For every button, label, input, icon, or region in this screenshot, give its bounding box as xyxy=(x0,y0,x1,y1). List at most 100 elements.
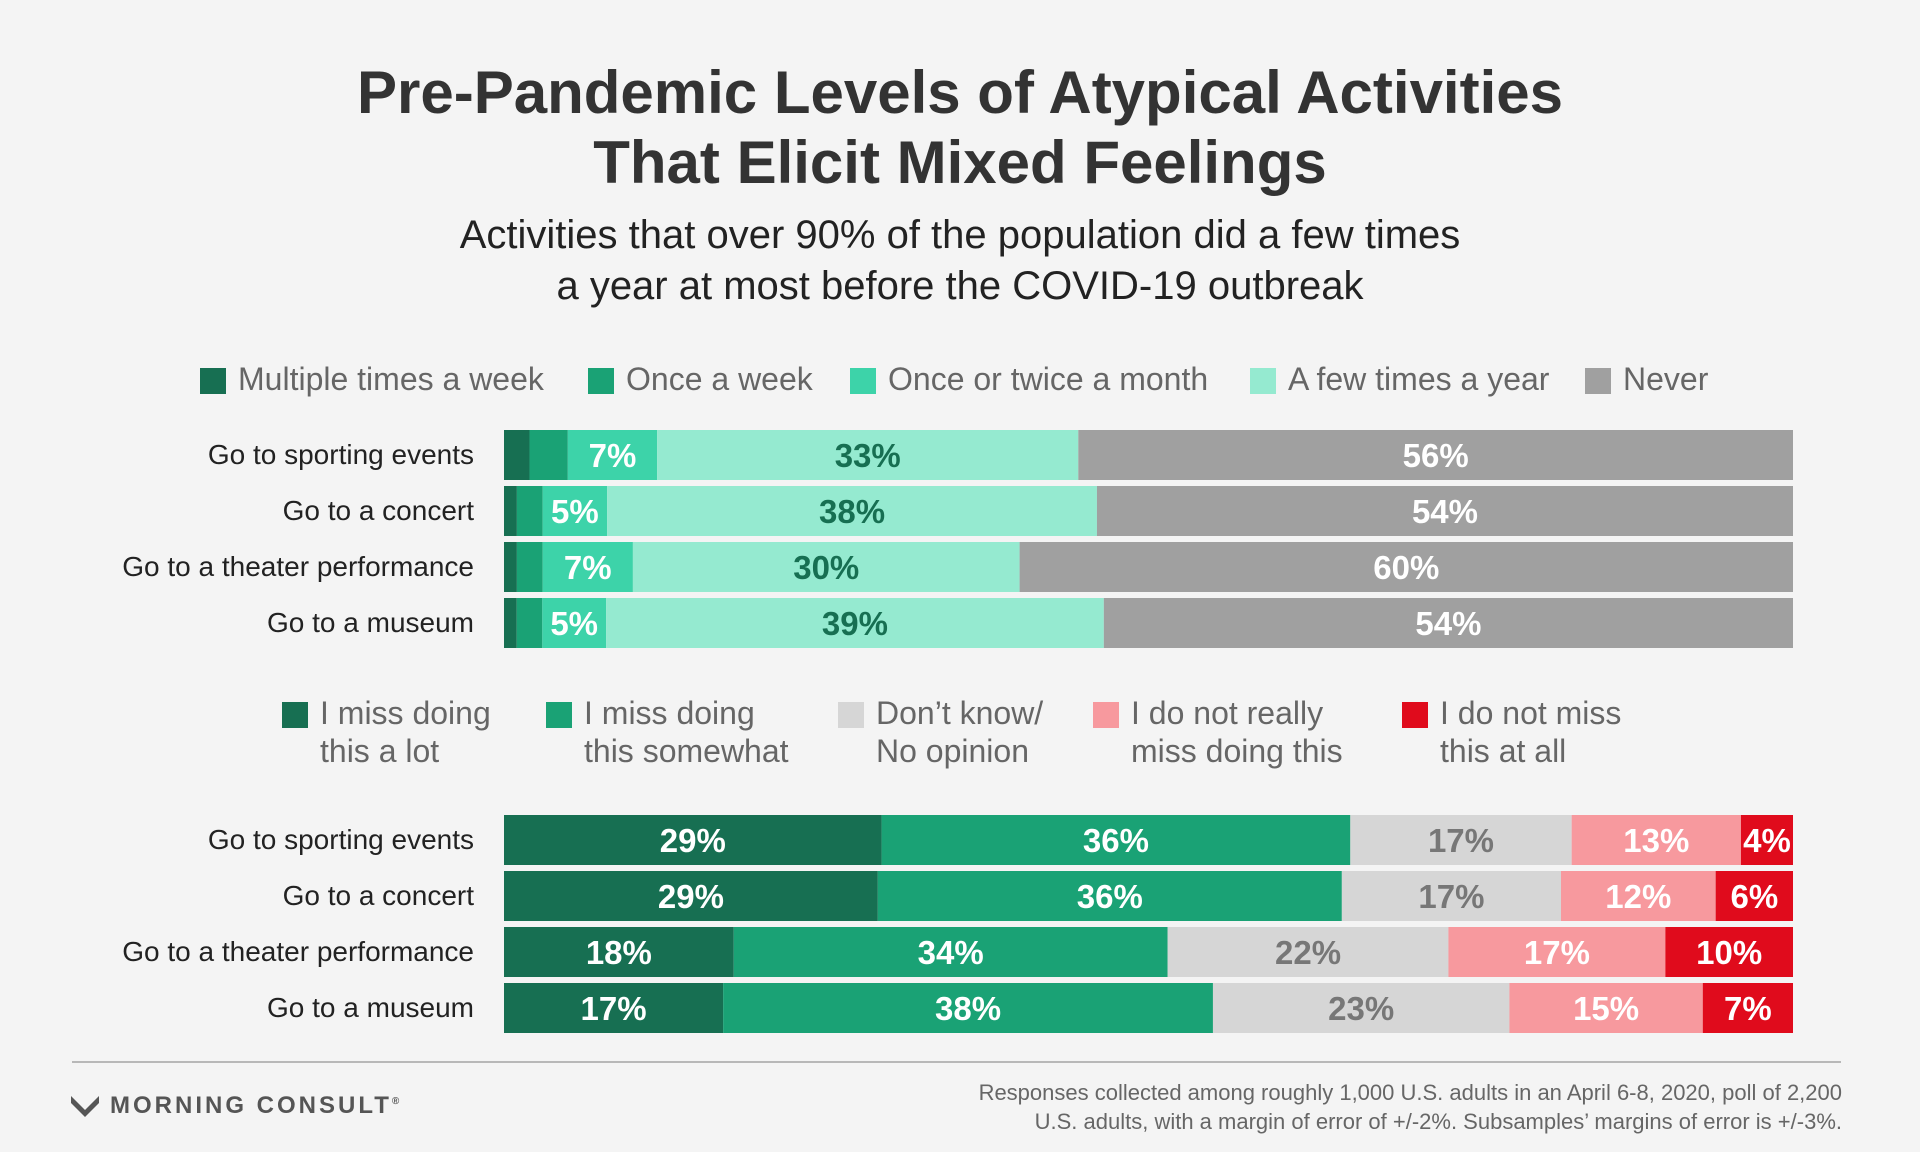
data-label: 18% xyxy=(586,934,652,971)
legend-swatch xyxy=(850,368,876,394)
category-label: Go to sporting events xyxy=(208,439,474,470)
data-label: 23% xyxy=(1328,990,1394,1027)
bar-segment xyxy=(1350,815,1572,865)
bar-segment xyxy=(504,815,882,865)
data-label: 5% xyxy=(550,605,598,642)
bar-segment xyxy=(1078,430,1793,480)
chart-title-line-2: That Elicit Mixed Feelings xyxy=(593,129,1327,196)
bar-segment xyxy=(881,815,1351,865)
chart-subtitle-line-1: Activities that over 90% of the populati… xyxy=(459,213,1461,257)
bar-segment xyxy=(1509,983,1703,1033)
morning-consult-logo-icon xyxy=(71,1096,99,1117)
data-label: 60% xyxy=(1373,549,1439,586)
data-label: 33% xyxy=(835,437,901,474)
data-label: 30% xyxy=(793,549,859,586)
bar-segment xyxy=(1665,927,1793,977)
bar-segment xyxy=(504,983,724,1033)
brand-logo: MORNING CONSULT® xyxy=(70,1092,402,1120)
legend-swatch xyxy=(282,702,308,728)
legend-label: Never xyxy=(1623,361,1709,397)
legend-swatch xyxy=(1093,702,1119,728)
data-label: 17% xyxy=(1524,934,1590,971)
bar-segment xyxy=(504,927,734,977)
data-label: 7% xyxy=(564,549,612,586)
data-label: 7% xyxy=(1724,990,1772,1027)
brand-name: MORNING CONSULT® xyxy=(110,1092,403,1119)
data-label: 39% xyxy=(822,605,888,642)
legend-label: Don’t know/ xyxy=(876,695,1043,731)
legend-item: A few times a year xyxy=(1250,361,1550,397)
bar-segment xyxy=(1341,871,1561,921)
data-label: 36% xyxy=(1077,878,1143,915)
bar-segment xyxy=(1096,486,1793,536)
bar-segment xyxy=(504,871,878,921)
bar-segment xyxy=(504,598,517,648)
data-label: 15% xyxy=(1573,990,1639,1027)
chart-subtitle: Activities that over 90% of the populati… xyxy=(0,210,1920,312)
data-label: 17% xyxy=(1418,878,1484,915)
bar-segment xyxy=(1560,871,1716,921)
bar-segment xyxy=(607,486,1097,536)
legend-item: Never xyxy=(1585,361,1709,397)
bar-segment xyxy=(1019,542,1793,592)
footnote-line-1: Responses collected among roughly 1,000 … xyxy=(978,1080,1842,1105)
data-label: 5% xyxy=(551,493,599,530)
legend-label: I do not really xyxy=(1131,695,1323,731)
bar-segment xyxy=(504,542,517,592)
legend-swatch xyxy=(838,702,864,728)
legend-label: A few times a year xyxy=(1288,361,1550,397)
bar-segment xyxy=(516,486,543,536)
legend-label: I miss doing xyxy=(584,695,755,731)
bar-segment xyxy=(516,598,543,648)
chart-title: Pre-Pandemic Levels of Atypical Activiti… xyxy=(0,58,1920,198)
legend-swatch xyxy=(200,368,226,394)
bar-segment xyxy=(1212,983,1510,1033)
brand-registered-mark: ® xyxy=(391,1096,403,1107)
bar-segment xyxy=(1702,983,1793,1033)
data-label: 29% xyxy=(660,822,726,859)
data-label: 17% xyxy=(581,990,647,1027)
bar-segment xyxy=(542,542,633,592)
legend-swatch xyxy=(1250,368,1276,394)
legend-label: this somewhat xyxy=(584,733,789,769)
chart-subtitle-line-2: a year at most before the COVID-19 outbr… xyxy=(556,264,1364,308)
bar-segment xyxy=(723,983,1213,1033)
data-label: 10% xyxy=(1696,934,1762,971)
legend-swatch xyxy=(588,368,614,394)
data-label: 36% xyxy=(1083,822,1149,859)
bar-segment xyxy=(877,871,1342,921)
bar-segment xyxy=(504,486,517,536)
data-label: 38% xyxy=(935,990,1001,1027)
data-label: 4% xyxy=(1743,822,1791,859)
legend-swatch xyxy=(1402,702,1428,728)
legend-label: I do not miss xyxy=(1440,695,1621,731)
bar-segment xyxy=(733,927,1168,977)
legend-label: I miss doing xyxy=(320,695,491,731)
chart-title-line-1: Pre-Pandemic Levels of Atypical Activiti… xyxy=(356,59,1563,126)
legend-label: No opinion xyxy=(876,733,1029,769)
data-label: 38% xyxy=(819,493,885,530)
category-label: Go to a theater performance xyxy=(122,551,474,582)
data-label: 12% xyxy=(1605,878,1671,915)
data-label: 13% xyxy=(1623,822,1689,859)
chart-1: Multiple times a week Once a week Once or … xyxy=(122,361,1793,648)
bar-segment xyxy=(1740,815,1793,865)
legend-label: miss doing this xyxy=(1131,733,1343,769)
data-label: 17% xyxy=(1428,822,1494,859)
legend-label: Once or twice a month xyxy=(888,361,1208,397)
legend-swatch xyxy=(546,702,572,728)
footnote-line-2: U.S. adults, with a margin of error of +… xyxy=(1034,1109,1842,1134)
data-label: 56% xyxy=(1403,437,1469,474)
category-label: Go to a theater performance xyxy=(122,936,474,967)
bar-segment xyxy=(542,598,607,648)
bar-segment xyxy=(1167,927,1449,977)
category-label: Go to a concert xyxy=(283,495,475,526)
bar-segment xyxy=(529,430,568,480)
category-label: Go to sporting events xyxy=(208,824,474,855)
bar-segment xyxy=(516,542,543,592)
bar-segment xyxy=(567,430,658,480)
